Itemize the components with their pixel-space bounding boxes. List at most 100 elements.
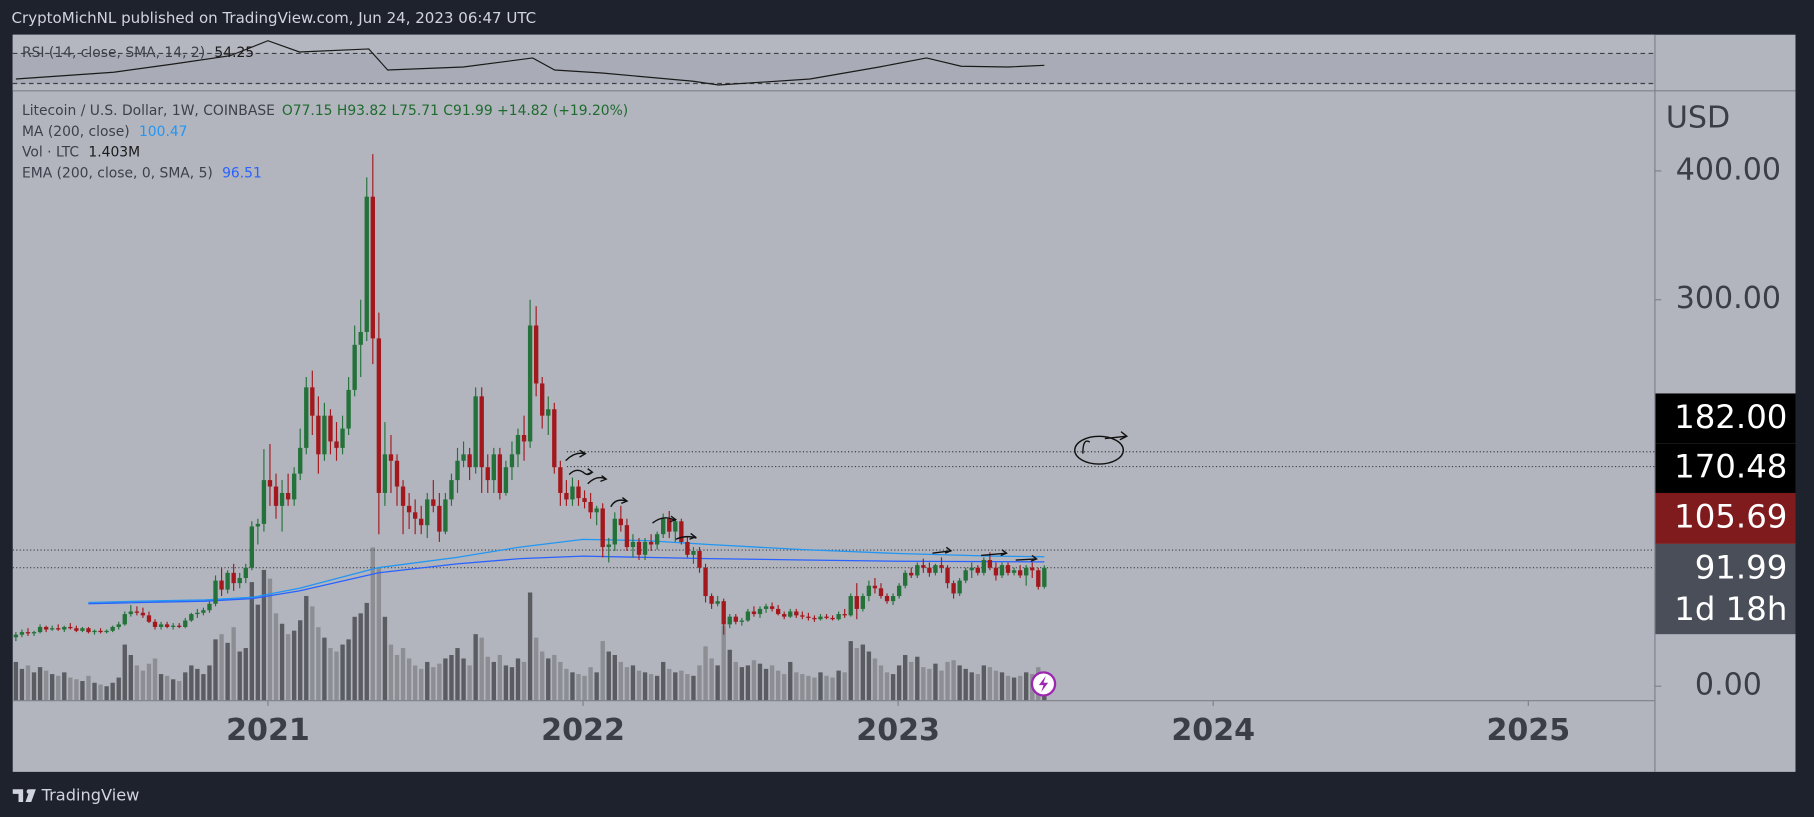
candle-body bbox=[824, 616, 829, 618]
volume-bar bbox=[92, 682, 97, 701]
candle-body bbox=[921, 565, 926, 568]
candle-body bbox=[866, 585, 872, 597]
volume-bar bbox=[400, 648, 406, 701]
candle-body bbox=[1017, 570, 1023, 576]
hand-drawn-annotations bbox=[565, 431, 1129, 562]
volume-bar bbox=[654, 675, 660, 701]
candle-body bbox=[685, 541, 690, 555]
volume-bar bbox=[437, 663, 442, 701]
volume-bar bbox=[782, 674, 787, 701]
candle-body bbox=[255, 523, 261, 527]
volume-bar bbox=[818, 672, 823, 701]
candle-body bbox=[558, 467, 563, 493]
candle-body bbox=[122, 614, 127, 625]
candle-body bbox=[963, 570, 968, 581]
candle-body bbox=[152, 621, 158, 627]
volume-bar bbox=[884, 672, 890, 701]
volume-bar bbox=[352, 616, 357, 701]
rsi-name: RSI (14, close, SMA, 14, 2) bbox=[22, 45, 205, 61]
candle-body bbox=[104, 630, 109, 633]
volume-bar bbox=[600, 641, 605, 701]
volume-bar bbox=[340, 644, 345, 701]
ma-legend: MA (200, close) 100.47 bbox=[22, 124, 188, 140]
volume-bar bbox=[763, 668, 769, 701]
volume-bar bbox=[987, 667, 993, 701]
candle-body bbox=[546, 409, 551, 416]
candle-body bbox=[830, 617, 835, 620]
volume-bar bbox=[612, 654, 617, 701]
volume-bar bbox=[346, 639, 351, 701]
volume-bar bbox=[527, 592, 533, 701]
rsi-legend: RSI (14, close, SMA, 14, 2) 54.25 bbox=[22, 45, 254, 61]
candle-body bbox=[600, 508, 605, 548]
candle-body bbox=[903, 572, 908, 586]
volume-bar bbox=[951, 660, 956, 701]
volume-bar bbox=[872, 658, 878, 701]
candle-body bbox=[68, 626, 73, 629]
candle-body bbox=[382, 454, 388, 493]
y-tick-label: 0.00 bbox=[1695, 668, 1762, 703]
volume-bar bbox=[642, 672, 648, 701]
volume-bar bbox=[558, 661, 563, 701]
candle-body bbox=[654, 534, 660, 545]
volume-bar bbox=[661, 661, 666, 701]
volume-bar bbox=[104, 686, 109, 701]
volume-bar bbox=[412, 665, 418, 701]
volume-bar bbox=[443, 658, 448, 701]
volume-bar bbox=[564, 668, 569, 701]
volume-bar bbox=[509, 667, 515, 701]
volume-bar bbox=[709, 658, 714, 701]
candle-body bbox=[98, 630, 103, 633]
volume-bar bbox=[933, 663, 938, 701]
candle-body bbox=[769, 606, 775, 609]
volume-bar bbox=[533, 637, 539, 701]
candle-body bbox=[164, 624, 170, 627]
candle-body bbox=[521, 434, 527, 442]
candle-body bbox=[909, 572, 914, 576]
candle-body bbox=[733, 616, 738, 622]
volume-bar bbox=[25, 665, 31, 701]
candle-body bbox=[322, 415, 327, 455]
logo-dot bbox=[26, 789, 32, 794]
candle-body bbox=[993, 567, 999, 576]
candle-body bbox=[116, 624, 121, 627]
volume-bar bbox=[455, 648, 460, 701]
candle-body bbox=[648, 541, 654, 545]
candle-body bbox=[509, 454, 515, 468]
volume-bar bbox=[249, 582, 254, 701]
candle-body bbox=[461, 454, 466, 461]
volume-bar bbox=[521, 661, 527, 701]
volume-bar bbox=[576, 674, 581, 701]
candle-body bbox=[419, 518, 424, 526]
price-label-box bbox=[1655, 492, 1796, 544]
footer-brand: TradingView bbox=[41, 786, 140, 805]
volume-bar bbox=[860, 644, 866, 701]
x-tick-label: 2022 bbox=[541, 713, 625, 748]
candle-body bbox=[915, 565, 920, 576]
candle-body bbox=[848, 596, 853, 616]
candle-body bbox=[667, 518, 672, 532]
candle-body bbox=[279, 492, 285, 506]
candle-body bbox=[346, 389, 351, 429]
candle-body bbox=[594, 508, 599, 513]
candle-body bbox=[896, 585, 902, 597]
candle-body bbox=[334, 441, 339, 448]
volume-bar bbox=[449, 654, 454, 701]
candle-body bbox=[473, 396, 478, 468]
volume-bar bbox=[183, 672, 188, 701]
volume-bar bbox=[406, 658, 412, 701]
candle-body bbox=[564, 492, 569, 500]
candle-body bbox=[1024, 567, 1029, 576]
candle-body bbox=[727, 616, 732, 625]
volume-bar bbox=[939, 670, 944, 701]
volume-bar bbox=[298, 620, 303, 701]
volume-bar bbox=[896, 665, 902, 701]
candle-body bbox=[304, 387, 309, 448]
volume-name: Vol · LTC bbox=[22, 145, 79, 161]
candle-body bbox=[606, 544, 611, 548]
candle-body bbox=[328, 415, 333, 442]
alert-icon[interactable] bbox=[1030, 671, 1057, 697]
candle-body bbox=[697, 550, 702, 568]
candle-body bbox=[394, 460, 400, 487]
